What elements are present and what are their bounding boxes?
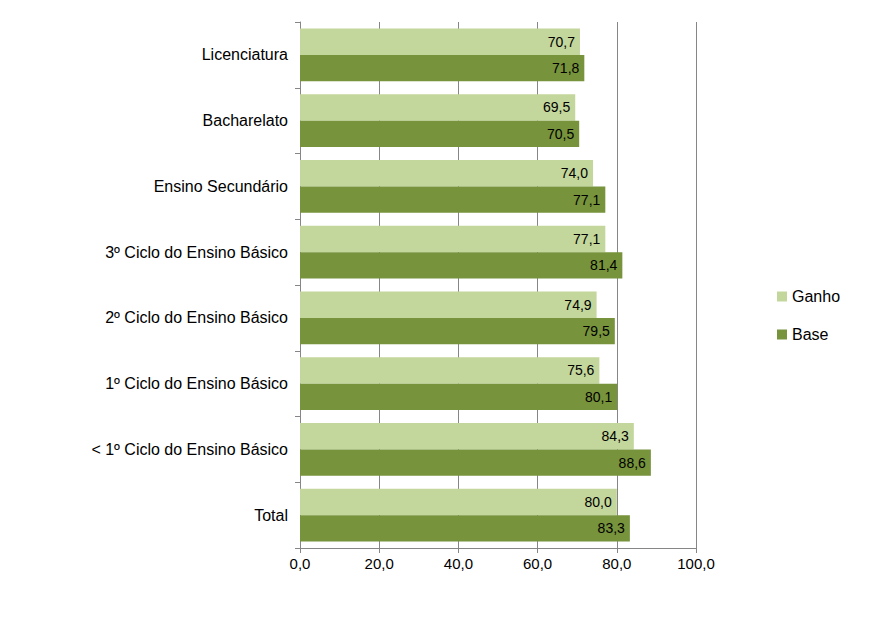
svg-text:Total: Total bbox=[254, 507, 288, 524]
svg-text:< 1º Ciclo do Ensino Básico: < 1º Ciclo do Ensino Básico bbox=[91, 441, 288, 458]
svg-text:80,0: 80,0 bbox=[602, 555, 631, 572]
svg-text:Ganho: Ganho bbox=[792, 288, 840, 305]
svg-text:77,1: 77,1 bbox=[573, 231, 600, 247]
svg-text:60,0: 60,0 bbox=[523, 555, 552, 572]
svg-text:83,3: 83,3 bbox=[598, 520, 625, 536]
svg-text:80,1: 80,1 bbox=[585, 389, 612, 405]
svg-text:0,0: 0,0 bbox=[290, 555, 311, 572]
svg-text:Ensino Secundário: Ensino Secundário bbox=[154, 178, 288, 195]
svg-text:74,9: 74,9 bbox=[564, 297, 591, 313]
svg-text:Licenciatura: Licenciatura bbox=[202, 46, 288, 63]
svg-text:70,7: 70,7 bbox=[548, 34, 575, 50]
svg-text:74,0: 74,0 bbox=[561, 165, 588, 181]
svg-text:2º Ciclo do Ensino Básico: 2º Ciclo do Ensino Básico bbox=[105, 309, 288, 326]
svg-text:20,0: 20,0 bbox=[365, 555, 394, 572]
svg-text:77,1: 77,1 bbox=[573, 192, 600, 208]
svg-text:75,6: 75,6 bbox=[567, 362, 594, 378]
svg-text:80,0: 80,0 bbox=[585, 494, 612, 510]
svg-text:84,3: 84,3 bbox=[602, 428, 629, 444]
svg-text:71,8: 71,8 bbox=[552, 60, 579, 76]
svg-text:70,5: 70,5 bbox=[547, 126, 574, 142]
svg-text:69,5: 69,5 bbox=[543, 99, 570, 115]
svg-text:88,6: 88,6 bbox=[619, 455, 646, 471]
svg-text:100,0: 100,0 bbox=[677, 555, 715, 572]
svg-text:Bacharelato: Bacharelato bbox=[203, 112, 288, 129]
svg-text:3º Ciclo do Ensino Básico: 3º Ciclo do Ensino Básico bbox=[105, 244, 288, 261]
svg-text:40,0: 40,0 bbox=[444, 555, 473, 572]
svg-text:81,4: 81,4 bbox=[590, 257, 617, 273]
svg-text:79,5: 79,5 bbox=[583, 323, 610, 339]
svg-text:Base: Base bbox=[792, 326, 829, 343]
svg-text:1º Ciclo do Ensino Básico: 1º Ciclo do Ensino Básico bbox=[105, 375, 288, 392]
